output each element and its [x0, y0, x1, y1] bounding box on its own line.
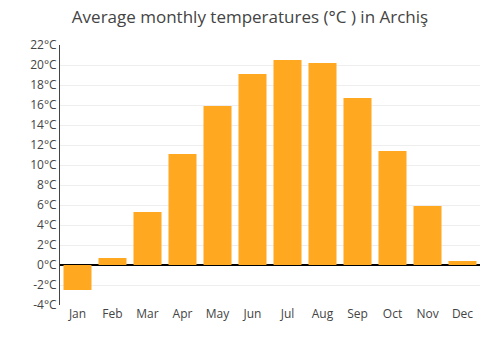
svg-text:14°C: 14°C [30, 116, 57, 133]
svg-text:Aug: Aug [312, 305, 334, 322]
svg-text:-2°C: -2°C [33, 276, 57, 293]
svg-text:May: May [206, 305, 230, 322]
svg-text:Oct: Oct [383, 305, 402, 322]
svg-text:20°C: 20°C [30, 56, 57, 73]
svg-text:Feb: Feb [102, 305, 122, 322]
svg-text:2°C: 2°C [37, 236, 57, 253]
svg-text:Dec: Dec [452, 305, 473, 322]
svg-text:Average monthly temperatures (: Average monthly temperatures (°C ) in Ar… [72, 5, 428, 28]
svg-text:12°C: 12°C [30, 136, 57, 153]
svg-text:6°C: 6°C [37, 196, 57, 213]
svg-text:Nov: Nov [416, 305, 438, 322]
svg-text:0°C: 0°C [37, 256, 57, 273]
svg-text:Jun: Jun [243, 305, 262, 322]
svg-text:Mar: Mar [136, 305, 158, 322]
svg-text:Jul: Jul [280, 305, 295, 322]
svg-text:16°C: 16°C [30, 96, 57, 113]
svg-text:10°C: 10°C [30, 156, 57, 173]
svg-text:22°C: 22°C [30, 36, 57, 53]
svg-text:8°C: 8°C [37, 176, 57, 193]
svg-text:18°C: 18°C [30, 76, 57, 93]
svg-text:Apr: Apr [173, 305, 193, 322]
svg-text:Sep: Sep [347, 305, 368, 322]
svg-text:-4°C: -4°C [33, 296, 57, 313]
svg-text:4°C: 4°C [37, 216, 57, 233]
svg-text:Jan: Jan [68, 305, 86, 322]
